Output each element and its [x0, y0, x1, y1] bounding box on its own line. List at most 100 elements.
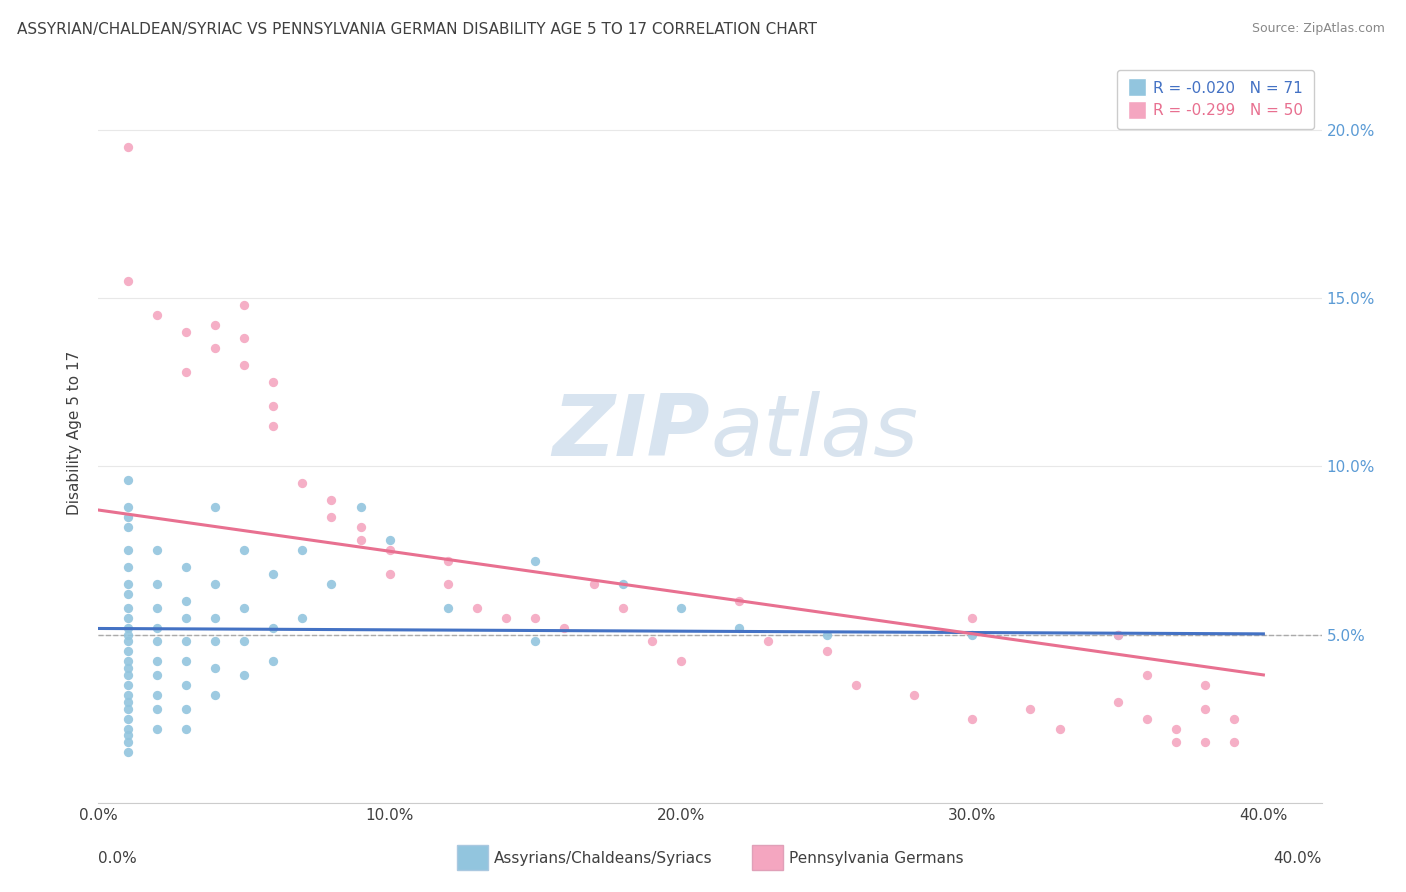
Point	[233, 331, 256, 345]
Point	[815, 627, 838, 641]
Point	[145, 688, 167, 702]
Text: atlas: atlas	[710, 391, 918, 475]
Legend: R = -0.020   N = 71, R = -0.299   N = 50: R = -0.020 N = 71, R = -0.299 N = 50	[1116, 70, 1315, 129]
Point	[437, 577, 460, 591]
Point	[524, 553, 547, 567]
Point	[641, 634, 664, 648]
Point	[262, 399, 284, 413]
Point	[117, 621, 139, 635]
Point	[582, 577, 605, 591]
Point	[117, 560, 139, 574]
Point	[204, 661, 226, 675]
Point	[1194, 701, 1216, 715]
Point	[204, 610, 226, 624]
Point	[233, 543, 256, 558]
Point	[1164, 735, 1187, 749]
Point	[1194, 678, 1216, 692]
Point	[262, 621, 284, 635]
Point	[233, 298, 256, 312]
Point	[378, 566, 401, 581]
Point	[845, 678, 868, 692]
Point	[378, 533, 401, 548]
Point	[145, 722, 167, 736]
Point	[117, 634, 139, 648]
Point	[117, 610, 139, 624]
Point	[524, 610, 547, 624]
Text: ZIP: ZIP	[553, 391, 710, 475]
Point	[291, 543, 314, 558]
Point	[145, 621, 167, 635]
Point	[233, 668, 256, 682]
Point	[1223, 735, 1246, 749]
Point	[117, 577, 139, 591]
Point	[145, 634, 167, 648]
Point	[321, 492, 343, 507]
Point	[117, 520, 139, 534]
Point	[204, 577, 226, 591]
Point	[465, 600, 488, 615]
Point	[1107, 695, 1129, 709]
Point	[117, 500, 139, 514]
Text: ASSYRIAN/CHALDEAN/SYRIAC VS PENNSYLVANIA GERMAN DISABILITY AGE 5 TO 17 CORRELATI: ASSYRIAN/CHALDEAN/SYRIAC VS PENNSYLVANIA…	[17, 22, 817, 37]
Point	[117, 627, 139, 641]
Point	[204, 318, 226, 332]
Point	[1223, 712, 1246, 726]
Point	[1049, 722, 1071, 736]
Point	[233, 634, 256, 648]
Point	[117, 655, 139, 669]
Point	[612, 600, 634, 615]
Point	[349, 500, 371, 514]
Point	[117, 668, 139, 682]
Point	[1107, 627, 1129, 641]
Point	[321, 509, 343, 524]
Point	[174, 325, 197, 339]
Point	[756, 634, 779, 648]
Point	[204, 342, 226, 356]
Point	[960, 712, 983, 726]
Point	[1136, 668, 1159, 682]
Point	[145, 701, 167, 715]
Point	[174, 634, 197, 648]
Point	[145, 543, 167, 558]
Point	[145, 308, 167, 322]
Point	[117, 745, 139, 759]
Point	[117, 543, 139, 558]
Text: Source: ZipAtlas.com: Source: ZipAtlas.com	[1251, 22, 1385, 36]
Point	[145, 655, 167, 669]
Point	[174, 365, 197, 379]
Point	[117, 688, 139, 702]
Point	[117, 735, 139, 749]
Point	[1194, 735, 1216, 749]
Point	[117, 678, 139, 692]
Point	[174, 560, 197, 574]
Point	[378, 543, 401, 558]
Point	[174, 594, 197, 608]
Point	[117, 587, 139, 601]
Point	[204, 688, 226, 702]
Point	[321, 577, 343, 591]
Point	[728, 594, 751, 608]
Point	[1107, 627, 1129, 641]
Point	[117, 729, 139, 743]
Point	[117, 509, 139, 524]
Point	[174, 678, 197, 692]
Point	[117, 695, 139, 709]
Point	[117, 701, 139, 715]
Point	[262, 418, 284, 433]
Point	[204, 634, 226, 648]
Text: 0.0%: 0.0%	[98, 851, 138, 865]
Point	[117, 139, 139, 153]
Point	[291, 476, 314, 491]
Point	[174, 701, 197, 715]
Point	[174, 655, 197, 669]
Point	[495, 610, 517, 624]
Point	[1136, 712, 1159, 726]
Text: 40.0%: 40.0%	[1274, 851, 1322, 865]
Point	[117, 274, 139, 288]
Point	[117, 722, 139, 736]
Text: Pennsylvania Germans: Pennsylvania Germans	[789, 851, 963, 865]
Point	[117, 473, 139, 487]
Point	[437, 553, 460, 567]
Point	[117, 661, 139, 675]
Point	[1164, 722, 1187, 736]
